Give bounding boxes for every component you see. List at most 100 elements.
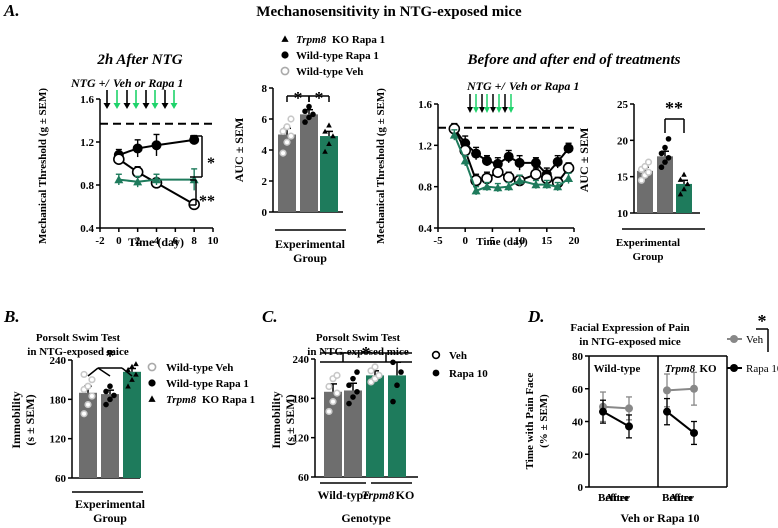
A2-data-point — [310, 111, 316, 118]
B-data-point — [129, 376, 135, 382]
A1-series-line — [118, 138, 195, 156]
a3-arrow-head — [496, 107, 502, 113]
A4-data-point — [681, 171, 687, 177]
d-data-point — [690, 428, 698, 437]
A2-data-point — [279, 127, 287, 135]
c-data-point — [325, 382, 333, 391]
d-x-tick-label: Before — [662, 492, 693, 504]
d-y-tick-label: 80 — [572, 351, 584, 363]
a3-arrow-head — [502, 107, 508, 113]
B-data-point — [103, 388, 109, 395]
A3-data-point — [530, 168, 542, 181]
d-data-point — [625, 404, 633, 413]
legend-c-label: Rapa 10 — [449, 368, 488, 380]
d-data-point — [599, 407, 607, 416]
legend-d-label: Veh — [746, 334, 764, 346]
b-sig-bracket — [87, 367, 99, 377]
A1-data-point — [131, 166, 144, 178]
a4-significance: ** — [665, 98, 683, 118]
A2-data-point — [302, 119, 308, 125]
a1-arrow-head — [142, 103, 150, 109]
x-axis-label: Time (day) — [476, 236, 528, 248]
d-x-tick-label: Before — [598, 492, 629, 504]
c-data-point — [325, 407, 333, 416]
x-axis-label: Experimental — [275, 237, 346, 251]
c-bar — [344, 390, 362, 477]
A3-data-point — [449, 130, 459, 139]
a3-arrow-head — [508, 107, 514, 113]
d-significance: * — [758, 311, 767, 331]
A1-x-tick-label: 10 — [208, 235, 220, 247]
A2-y-tick-label: 2 — [262, 176, 268, 188]
A4-data-point — [658, 150, 665, 157]
A1-x-tick-label: 4 — [154, 235, 160, 247]
panel-label-c: C. — [262, 307, 278, 326]
panel-label-d: D. — [527, 307, 545, 326]
A1-x-tick-label: 2 — [135, 235, 141, 247]
chart-title: Porsolt Swim Test — [36, 332, 121, 344]
B-y-tick-label: 120 — [50, 434, 67, 446]
a3-arrow-head — [467, 107, 473, 113]
A2-data-point — [279, 149, 287, 157]
legend-a-label: KO Rapa 1 — [332, 34, 385, 46]
c-data-point — [346, 382, 352, 389]
A4-data-point — [677, 176, 684, 182]
B-data-point — [103, 401, 109, 408]
chart-title: in NTG-exposed mice — [27, 346, 129, 358]
c-data-point — [333, 371, 341, 379]
chart-title: 2h After NTG — [96, 52, 182, 68]
legend-b-label: KO Rapa 1 — [202, 394, 255, 406]
chart-title: Before and after end of treatments — [467, 52, 681, 68]
x-axis-label: Group — [293, 251, 327, 265]
A3-data-point — [471, 186, 481, 195]
A2-data-point — [306, 103, 312, 110]
A2-data-point — [302, 108, 308, 115]
B-data-point — [88, 376, 96, 384]
A4-data-point — [677, 191, 684, 197]
A2-bar — [278, 134, 296, 212]
y-axis-label: AUC ± SEM — [577, 128, 591, 193]
A2-data-point — [306, 114, 312, 121]
A4-data-point — [637, 176, 646, 184]
legend-a-marker — [281, 51, 289, 59]
A3-data-point — [542, 180, 552, 189]
A3-data-point — [514, 157, 525, 168]
a1-arrow-head — [103, 103, 111, 109]
A3-x-tick-label: 10 — [514, 235, 526, 247]
c-category-label: KO — [396, 488, 415, 502]
B-data-point — [88, 392, 96, 400]
legend-d-label: Rapa 10 — [746, 363, 778, 375]
legend-a-marker — [281, 35, 289, 42]
a1-arrow-head — [170, 103, 178, 109]
A4-data-point — [681, 186, 687, 192]
legend-b-marker — [148, 379, 156, 387]
A4-data-point — [665, 154, 672, 161]
B-data-point — [111, 392, 117, 399]
legend-b-marker — [148, 395, 156, 402]
A1-data-point — [132, 143, 143, 154]
c-y-tick-label: 60 — [298, 472, 310, 484]
A3-data-point — [493, 183, 503, 192]
A1-data-point — [113, 153, 125, 165]
d-y-tick-label: 40 — [572, 417, 584, 429]
A2-data-point — [330, 133, 336, 139]
A3-data-point — [552, 156, 563, 167]
B-data-point — [80, 410, 88, 418]
A1-y-tick-label: 0.8 — [80, 180, 94, 192]
a3-arrow-head — [473, 107, 479, 113]
A2-y-tick-label: 4 — [262, 145, 268, 157]
y-axis-label: Mechanical Threshold (g ± SEM) — [37, 88, 49, 244]
B-y-tick-label: 180 — [50, 394, 67, 406]
legend-a-label: Wild-type Veh — [296, 66, 363, 78]
A1-y-tick-label: 1.6 — [80, 94, 94, 106]
c-data-point — [354, 388, 360, 395]
a3-arrow-head — [479, 107, 485, 113]
c-data-point — [398, 369, 404, 375]
B-data-point — [129, 363, 135, 369]
d-series-line — [666, 410, 695, 434]
x-axis-label: Experimental — [75, 497, 146, 511]
c-y-tick-label: 120 — [293, 433, 310, 445]
legend-a-label: Wild-type Rapa 1 — [296, 50, 379, 62]
A1-x-tick-label: -2 — [95, 235, 105, 247]
